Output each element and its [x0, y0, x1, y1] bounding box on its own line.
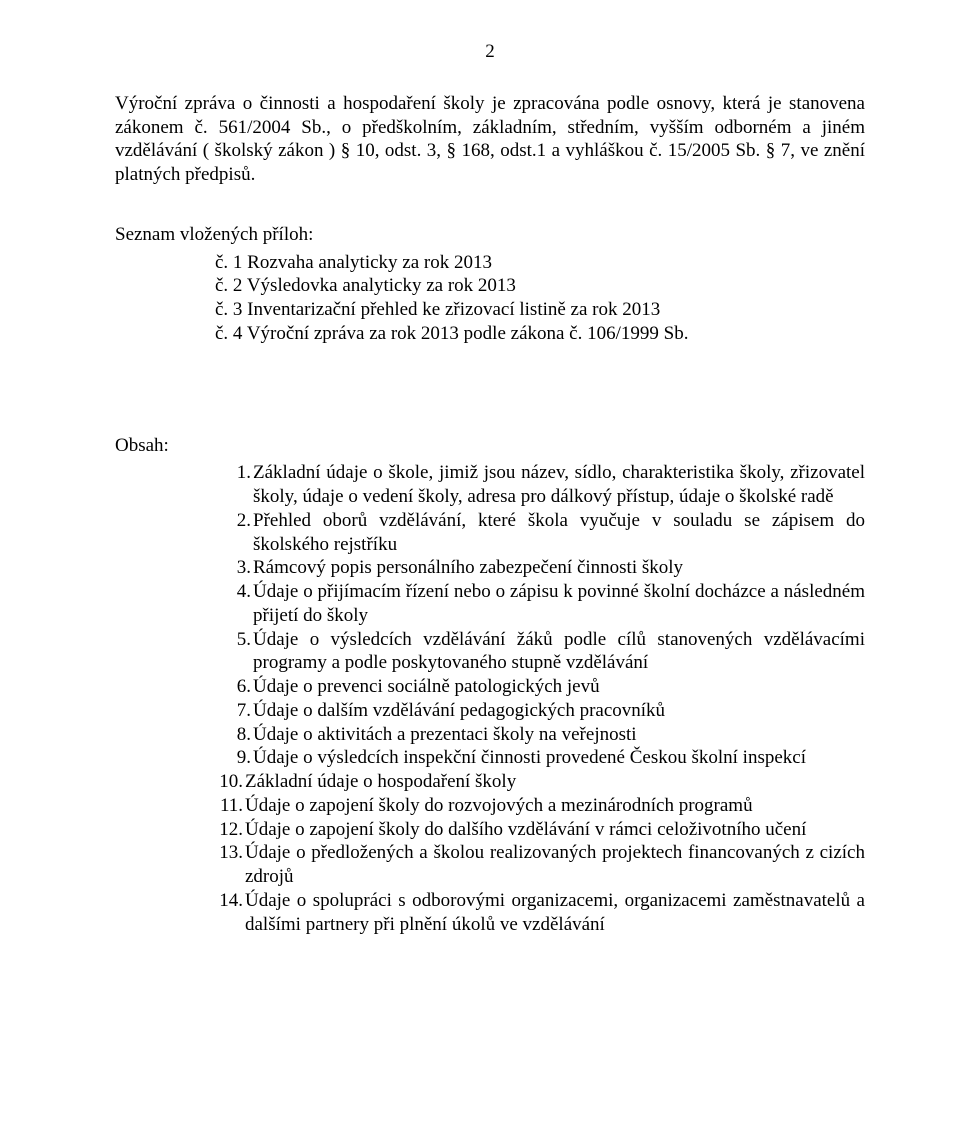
contents-item-number: 1.	[215, 461, 253, 485]
contents-item-number: 9.	[215, 746, 253, 770]
attachments-heading: Seznam vložených příloh:	[115, 223, 865, 247]
contents-item-text: Základní údaje o škole, jimiž jsou název…	[253, 461, 865, 509]
contents-item-number: 4.	[215, 580, 253, 604]
contents-item-text: Údaje o zapojení školy do dalšího vzdělá…	[245, 818, 865, 842]
contents-item: 5. Údaje o výsledcích vzdělávání žáků po…	[215, 628, 865, 676]
contents-item-number: 7.	[215, 699, 253, 723]
contents-item: 11. Údaje o zapojení školy do rozvojovýc…	[215, 794, 865, 818]
attachment-item: č. 2 Výsledovka analyticky za rok 2013	[215, 274, 865, 298]
contents-item: 2. Přehled oborů vzdělávání, které škola…	[215, 509, 865, 557]
contents-item: 14. Údaje o spolupráci s odborovými orga…	[215, 889, 865, 937]
contents-item: 12. Údaje o zapojení školy do dalšího vz…	[215, 818, 865, 842]
contents-item: 8. Údaje o aktivitách a prezentaci školy…	[215, 723, 865, 747]
page-number: 2	[115, 40, 865, 64]
contents-heading: Obsah:	[115, 434, 865, 458]
contents-item-text: Údaje o výsledcích vzdělávání žáků podle…	[253, 628, 865, 676]
contents-item: 1. Základní údaje o škole, jimiž jsou ná…	[215, 461, 865, 509]
contents-item-number: 13.	[215, 841, 245, 865]
attachment-item: č. 3 Inventarizační přehled ke zřizovací…	[215, 298, 865, 322]
contents-item-number: 14.	[215, 889, 245, 913]
spacer	[115, 390, 865, 434]
attachments-list: č. 1 Rozvaha analyticky za rok 2013 č. 2…	[115, 251, 865, 346]
contents-item: 10. Základní údaje o hospodaření školy	[215, 770, 865, 794]
contents-item-text: Údaje o předložených a školou realizovan…	[245, 841, 865, 889]
contents-item-number: 10.	[215, 770, 245, 794]
contents-item-text: Údaje o výsledcích inspekční činnosti pr…	[253, 746, 865, 770]
contents-item-text: Údaje o přijímacím řízení nebo o zápisu …	[253, 580, 865, 628]
contents-list: 1. Základní údaje o škole, jimiž jsou ná…	[115, 461, 865, 936]
contents-item-text: Údaje o spolupráci s odborovými organiza…	[245, 889, 865, 937]
attachment-item: č. 4 Výroční zpráva za rok 2013 podle zá…	[215, 322, 865, 346]
contents-item-number: 11.	[215, 794, 245, 818]
contents-item-number: 6.	[215, 675, 253, 699]
contents-item-number: 8.	[215, 723, 253, 747]
contents-item-text: Údaje o prevenci sociálně patologických …	[253, 675, 865, 699]
contents-item-number: 2.	[215, 509, 253, 533]
contents-section: Obsah: 1. Základní údaje o škole, jimiž …	[115, 434, 865, 937]
contents-item-text: Údaje o zapojení školy do rozvojových a …	[245, 794, 865, 818]
attachment-item: č. 1 Rozvaha analyticky za rok 2013	[215, 251, 865, 275]
contents-item: 6. Údaje o prevenci sociálně patologický…	[215, 675, 865, 699]
contents-item: 3. Rámcový popis personálního zabezpečen…	[215, 556, 865, 580]
contents-item-number: 3.	[215, 556, 253, 580]
contents-item: 13. Údaje o předložených a školou realiz…	[215, 841, 865, 889]
contents-item-number: 12.	[215, 818, 245, 842]
contents-item-text: Základní údaje o hospodaření školy	[245, 770, 865, 794]
attachments-section: Seznam vložených příloh: č. 1 Rozvaha an…	[115, 223, 865, 346]
contents-item: 9. Údaje o výsledcích inspekční činnosti…	[215, 746, 865, 770]
contents-item-number: 5.	[215, 628, 253, 652]
contents-item: 7. Údaje o dalším vzdělávání pedagogický…	[215, 699, 865, 723]
contents-item-text: Rámcový popis personálního zabezpečení č…	[253, 556, 865, 580]
contents-item-text: Údaje o dalším vzdělávání pedagogických …	[253, 699, 865, 723]
contents-item-text: Přehled oborů vzdělávání, které škola vy…	[253, 509, 865, 557]
contents-item-text: Údaje o aktivitách a prezentaci školy na…	[253, 723, 865, 747]
intro-paragraph: Výroční zpráva o činnosti a hospodaření …	[115, 92, 865, 187]
contents-item: 4. Údaje o přijímacím řízení nebo o zápi…	[215, 580, 865, 628]
